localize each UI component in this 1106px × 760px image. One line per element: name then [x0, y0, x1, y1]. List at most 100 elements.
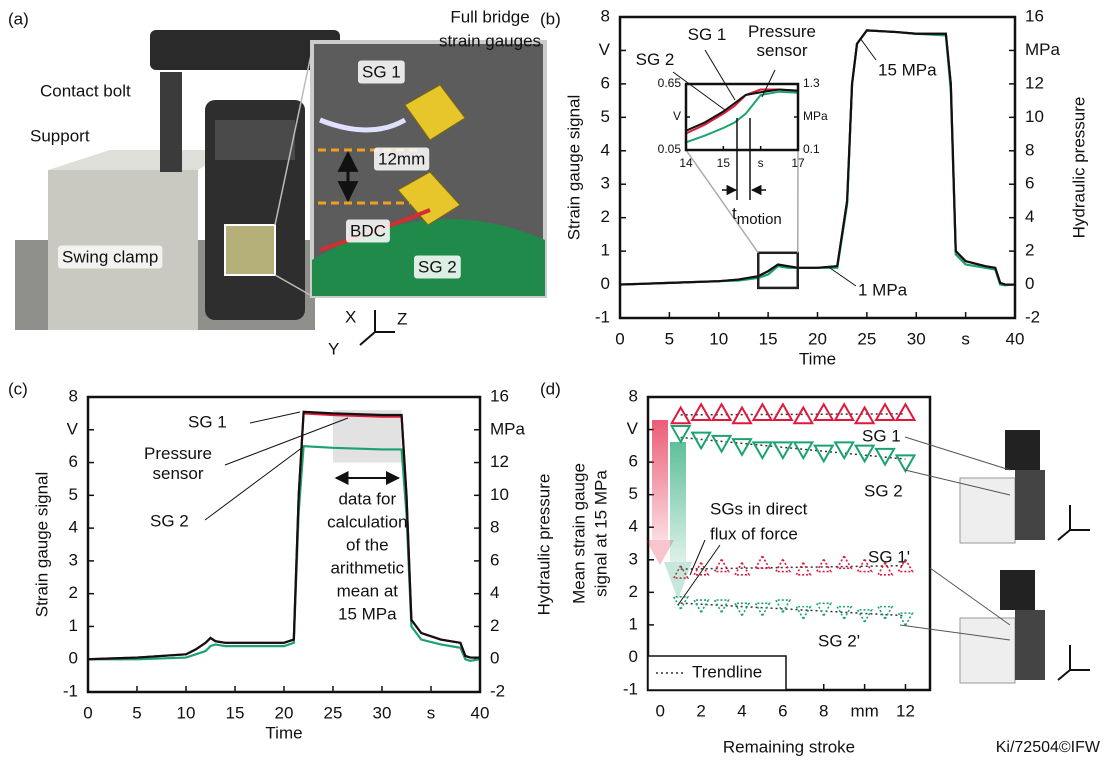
x-tick-label: s: [427, 703, 436, 722]
y-tick-label: 6: [601, 73, 610, 92]
marker: [733, 560, 751, 576]
y2-tick-label: 4: [1025, 207, 1034, 226]
x-tick-label: 20: [808, 329, 827, 348]
y-tick-label: 4: [69, 518, 78, 537]
y-tick-label: 3: [69, 550, 78, 569]
series-label: SG 1: [862, 426, 901, 445]
plot-frame: [86, 395, 482, 694]
y2-tick-label: 2: [490, 616, 499, 635]
photo: [15, 30, 547, 346]
x-tick-label: 5: [132, 703, 141, 722]
x-tick-label: 12: [896, 701, 915, 720]
photo-label: Z: [397, 309, 407, 328]
leader: [204, 446, 304, 521]
annotation: of the: [346, 535, 389, 554]
marker: [751, 402, 774, 422]
series-label: Pressure sensor: [143, 444, 213, 483]
marker: [774, 599, 792, 614]
leader: [672, 71, 726, 111]
leader: [929, 567, 1011, 626]
annotation: 1 MPa: [858, 280, 908, 299]
y-tick-label: 5: [629, 484, 638, 503]
marker: [672, 596, 690, 611]
marker: [751, 441, 774, 461]
y2-axis-label: Hydraulic pressure: [534, 474, 553, 616]
panel-label: (b): [540, 9, 561, 28]
y2-tick-label: -2: [490, 681, 505, 700]
x-tick-label: 30: [907, 329, 926, 348]
marker: [731, 438, 753, 457]
annotation: tmotion: [732, 204, 782, 227]
marker: [894, 454, 917, 474]
marker: [813, 444, 835, 464]
clamp-render: [959, 430, 1090, 684]
photo-label: Contact bolt: [40, 81, 131, 100]
photo-label: 12mm: [378, 149, 425, 168]
marker: [692, 560, 710, 576]
y-tick-label: -1: [623, 679, 638, 698]
y2-tick-label: 0.1: [803, 142, 820, 156]
marker: [672, 564, 690, 579]
marker: [754, 554, 771, 570]
x-tick-label: 10: [709, 329, 728, 348]
label-bg: [358, 60, 405, 84]
marker: [772, 402, 794, 422]
zoom-box: [757, 251, 799, 290]
y2-tick-label: 0: [490, 649, 499, 668]
y2-tick-label: 8: [490, 518, 499, 537]
arrow-red: [646, 540, 674, 565]
legend-label: Trendline: [692, 662, 762, 681]
leader: [704, 49, 736, 101]
annotation: 15 MPa: [878, 60, 937, 79]
trendline: [680, 413, 906, 416]
y-tick-label: 1: [601, 241, 610, 260]
x-tick-label: 20: [275, 703, 294, 722]
annotation: arithmetic: [330, 558, 404, 577]
y-tick-label: -1: [595, 307, 610, 326]
y2-tick-label: 10: [1025, 107, 1044, 126]
leader: [829, 267, 857, 287]
line: [685, 88, 799, 132]
annotation: SGs in direct: [710, 499, 808, 518]
x-tick-label: mm: [850, 701, 878, 720]
x-tick-label: 5: [665, 329, 674, 348]
highlight: [333, 410, 402, 463]
y2-tick-label: 12: [490, 452, 509, 471]
photo-label: X: [345, 307, 356, 326]
label-bg: [36, 79, 135, 103]
marker: [853, 444, 876, 464]
series-label: Pressure sensor: [747, 22, 817, 60]
photo-label: SG 2: [418, 257, 457, 276]
y-tick-label: 3: [629, 549, 638, 568]
y-tick-label: 3: [601, 174, 610, 193]
y2-tick-label: 6: [1025, 174, 1034, 193]
y-tick-label: 0: [69, 649, 78, 668]
marker: [669, 425, 692, 444]
y2-tick-label: 16: [1025, 6, 1044, 25]
leader: [224, 417, 349, 466]
y2-tick-label: MPa: [1025, 40, 1061, 59]
series-label: SG 2: [150, 511, 189, 530]
marker: [876, 560, 894, 576]
leader: [249, 411, 301, 424]
annotation: data for: [338, 489, 396, 508]
annotation: flux of force: [710, 524, 798, 543]
marker: [710, 402, 733, 422]
y-tick-label: 0.05: [658, 142, 682, 156]
y-axis-label: signal at 15 MPa: [591, 470, 610, 597]
marker: [833, 441, 855, 461]
marker: [874, 402, 896, 422]
y-tick-label: 8: [629, 386, 638, 405]
y-tick-label: V: [599, 40, 611, 59]
marker: [754, 602, 771, 618]
leader: [761, 69, 776, 98]
leader: [689, 539, 706, 576]
y2-tick-label: 12: [1025, 73, 1044, 92]
arrow-green: [664, 562, 692, 600]
series-label: SG 2: [864, 481, 903, 500]
arrow-red: [652, 420, 668, 540]
y2-tick-label: MPa: [803, 109, 828, 123]
y-axis-label: Strain gauge signal: [32, 472, 51, 618]
x-tick-label: 25: [857, 329, 876, 348]
y-axis-label: Mean strain gauge: [569, 463, 588, 604]
